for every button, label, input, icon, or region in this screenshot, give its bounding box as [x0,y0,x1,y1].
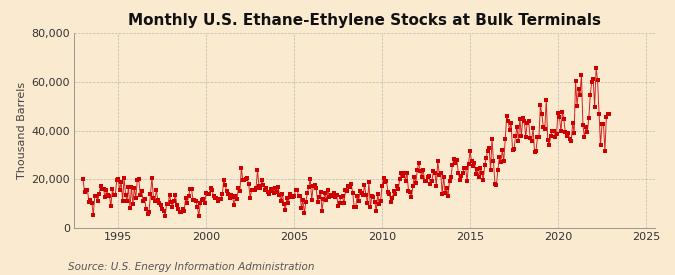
Title: Monthly U.S. Ethane-Ethylene Stocks at Bulk Terminals: Monthly U.S. Ethane-Ethylene Stocks at B… [128,13,601,28]
Y-axis label: Thousand Barrels: Thousand Barrels [18,82,27,179]
Text: Source: U.S. Energy Information Administration: Source: U.S. Energy Information Administ… [68,262,314,272]
